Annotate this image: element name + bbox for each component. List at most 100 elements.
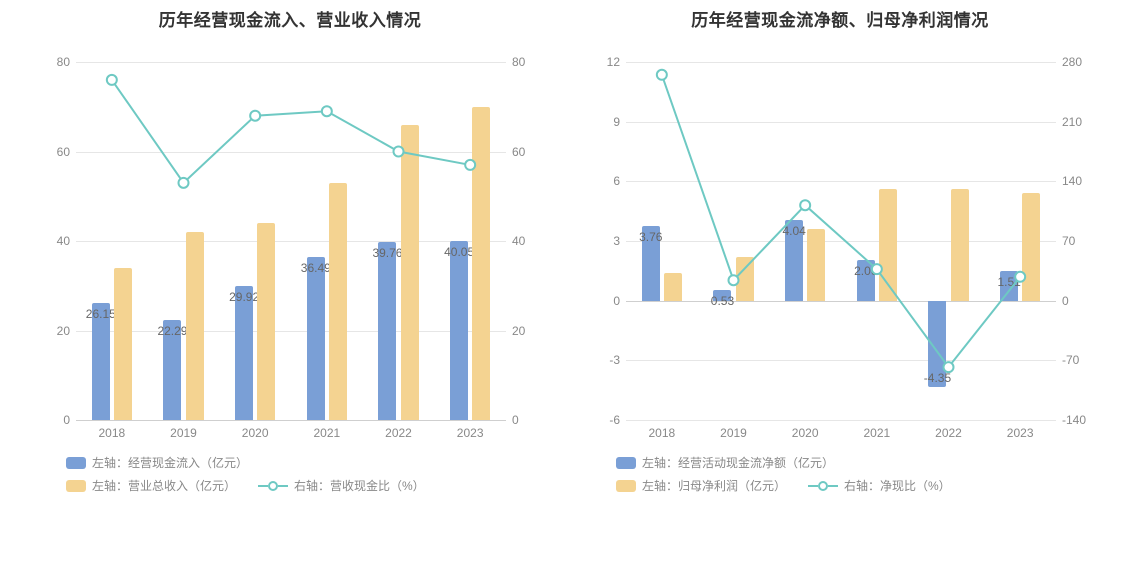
gridline bbox=[76, 331, 506, 332]
plot-area: 0204060800204060802018201920202021202220… bbox=[76, 62, 506, 420]
y-right-tick: 210 bbox=[1056, 115, 1082, 129]
revenue-bar bbox=[329, 183, 347, 420]
y-left-tick: 12 bbox=[607, 55, 626, 69]
y-left-tick: -3 bbox=[609, 353, 626, 367]
x-category: 2021 bbox=[313, 420, 340, 440]
legend-item-net_cash[interactable]: 左轴：经营活动现金流净额（亿元） bbox=[616, 454, 834, 471]
y-right-tick: 280 bbox=[1056, 55, 1082, 69]
net_cash-value-label: 4.04 bbox=[782, 224, 805, 238]
y-left-tick: 6 bbox=[613, 174, 626, 188]
net_cash-value-label: 3.76 bbox=[639, 230, 662, 244]
gridline bbox=[76, 62, 506, 63]
cash_inflow-value-label: 36.49 bbox=[301, 261, 331, 275]
revenue-bar bbox=[472, 107, 490, 420]
x-category: 2022 bbox=[935, 420, 962, 440]
revenue-bar bbox=[257, 223, 275, 420]
ratio-marker bbox=[250, 111, 260, 121]
y-left-tick: 9 bbox=[613, 115, 626, 129]
net_cash-value-label: -4.35 bbox=[924, 371, 951, 385]
revenue-bar bbox=[401, 125, 419, 420]
gridline bbox=[626, 301, 1056, 302]
cash_inflow-value-label: 40.05 bbox=[444, 245, 474, 259]
y-left-tick: 40 bbox=[57, 234, 76, 248]
gridline bbox=[626, 420, 1056, 421]
y-right-tick: -140 bbox=[1056, 413, 1086, 427]
x-category: 2022 bbox=[385, 420, 412, 440]
chart-title: 历年经营现金流净额、归母净利润情况 bbox=[580, 6, 1100, 31]
x-category: 2019 bbox=[720, 420, 747, 440]
net_cash-value-label: 1.51 bbox=[997, 275, 1020, 289]
y-left-tick: 20 bbox=[57, 324, 76, 338]
net_profit-bar bbox=[1022, 193, 1040, 300]
plot-area: -6-3036912-140-7007014021028020182019202… bbox=[626, 62, 1056, 420]
legend-label: 左轴：经营现金流入（亿元） bbox=[92, 454, 248, 471]
x-category: 2021 bbox=[863, 420, 890, 440]
legend-swatch bbox=[616, 457, 636, 469]
net_profit-bar bbox=[951, 189, 969, 300]
cash_inflow-bar bbox=[378, 242, 396, 420]
y-right-tick: 60 bbox=[506, 145, 525, 159]
ratio-marker bbox=[322, 106, 332, 116]
cash_inflow-value-label: 26.15 bbox=[86, 307, 116, 321]
cash_inflow-bar bbox=[450, 241, 468, 420]
legend-item-revenue[interactable]: 左轴：营业总收入（亿元） bbox=[66, 477, 236, 494]
net_cash-value-label: 2.06 bbox=[854, 264, 877, 278]
x-category: 2020 bbox=[792, 420, 819, 440]
legend-swatch bbox=[66, 480, 86, 492]
legend-label: 左轴：经营活动现金流净额（亿元） bbox=[642, 454, 834, 471]
gridline bbox=[626, 181, 1056, 182]
x-category: 2019 bbox=[170, 420, 197, 440]
cash_inflow-value-label: 29.92 bbox=[229, 290, 259, 304]
cash_inflow-value-label: 39.76 bbox=[372, 246, 402, 260]
legend-item-ratio[interactable]: 右轴：净现比（%） bbox=[808, 477, 951, 494]
net_cash-value-label: 0.53 bbox=[711, 294, 734, 308]
legend-item-ratio[interactable]: 右轴：营收现金比（%） bbox=[258, 477, 425, 494]
x-category: 2020 bbox=[242, 420, 269, 440]
y-right-tick: 0 bbox=[506, 413, 519, 427]
revenue-bar bbox=[114, 268, 132, 420]
gridline bbox=[76, 420, 506, 421]
legend-swatch bbox=[808, 481, 838, 491]
x-category: 2023 bbox=[1007, 420, 1034, 440]
gridline bbox=[626, 122, 1056, 123]
legend-label: 右轴：营收现金比（%） bbox=[294, 477, 425, 494]
y-right-tick: 140 bbox=[1056, 174, 1082, 188]
cash_inflow-value-label: 22.29 bbox=[157, 324, 187, 338]
legend-item-cash_inflow[interactable]: 左轴：经营现金流入（亿元） bbox=[66, 454, 248, 471]
y-right-tick: 20 bbox=[506, 324, 525, 338]
x-category: 2018 bbox=[98, 420, 125, 440]
y-right-tick: -70 bbox=[1056, 353, 1079, 367]
legend-label: 右轴：净现比（%） bbox=[844, 477, 951, 494]
gridline bbox=[626, 360, 1056, 361]
y-left-tick: 3 bbox=[613, 234, 626, 248]
ratio-marker bbox=[107, 75, 117, 85]
x-category: 2018 bbox=[648, 420, 675, 440]
net_profit-bar bbox=[879, 189, 897, 300]
ratio-marker bbox=[800, 200, 810, 210]
legend-swatch bbox=[66, 457, 86, 469]
net_profit-bar bbox=[736, 257, 754, 301]
x-category: 2023 bbox=[457, 420, 484, 440]
net_profit-bar bbox=[664, 273, 682, 301]
legend: 左轴：经营活动现金流净额（亿元） 左轴：归母净利润（亿元） 右轴：净现比（%） bbox=[616, 448, 1064, 494]
gridline bbox=[76, 241, 506, 242]
y-right-tick: 80 bbox=[506, 55, 525, 69]
ratio-marker bbox=[657, 70, 667, 80]
gridline bbox=[626, 62, 1056, 63]
legend-item-net_profit[interactable]: 左轴：归母净利润（亿元） bbox=[616, 477, 786, 494]
net_profit-bar bbox=[807, 229, 825, 301]
legend-swatch bbox=[616, 480, 636, 492]
ratio-marker bbox=[179, 178, 189, 188]
revenue-bar bbox=[186, 232, 204, 420]
y-right-tick: 70 bbox=[1056, 234, 1075, 248]
y-right-tick: 0 bbox=[1056, 294, 1069, 308]
y-left-tick: 60 bbox=[57, 145, 76, 159]
chart-title: 历年经营现金流入、营业收入情况 bbox=[30, 6, 550, 31]
y-right-tick: 40 bbox=[506, 234, 525, 248]
cash_inflow-bar bbox=[307, 257, 325, 420]
y-left-tick: 0 bbox=[63, 413, 76, 427]
cash_inflow-bar bbox=[235, 286, 253, 420]
y-left-tick: 0 bbox=[613, 294, 626, 308]
legend-swatch bbox=[258, 481, 288, 491]
legend: 左轴：经营现金流入（亿元） 左轴：营业总收入（亿元） 右轴：营收现金比（%） bbox=[66, 448, 514, 494]
